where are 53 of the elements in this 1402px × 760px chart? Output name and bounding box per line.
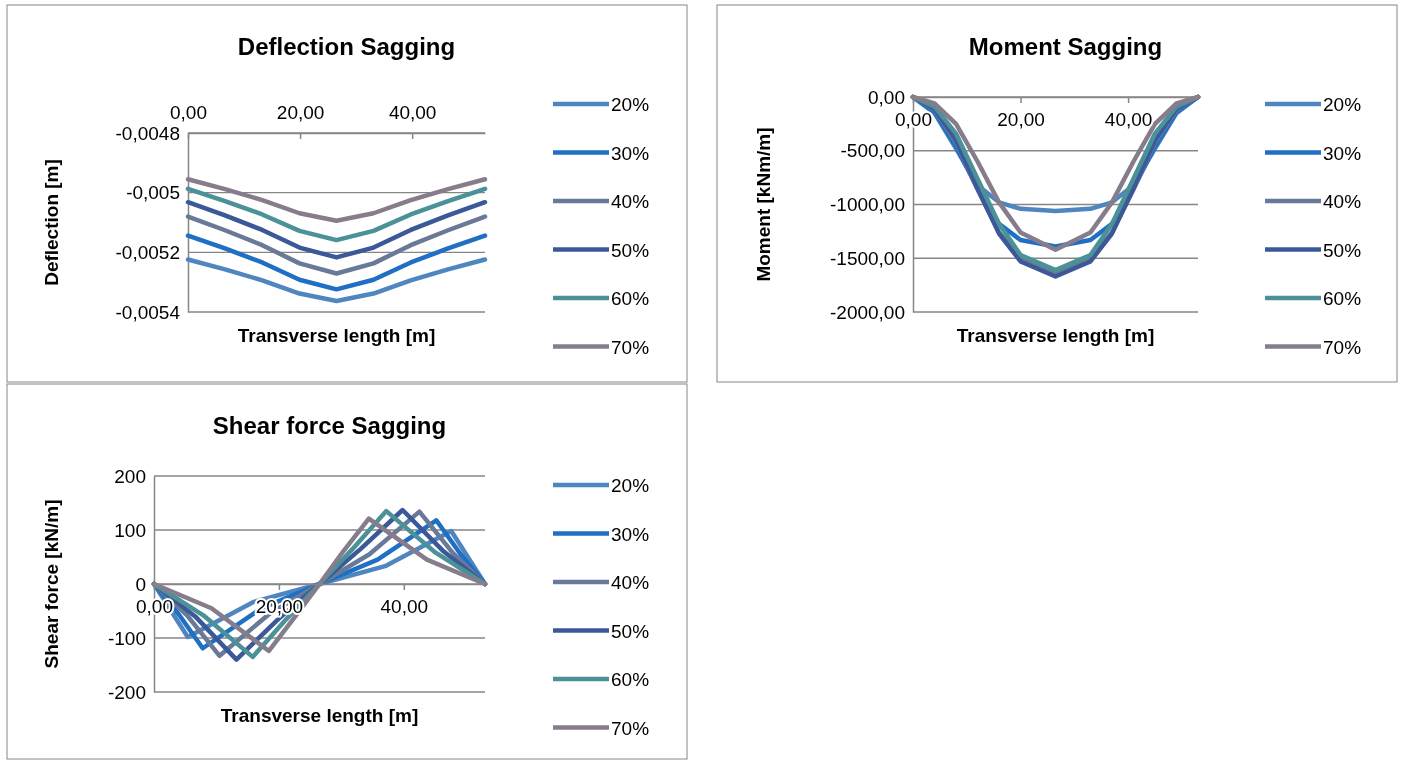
legend-label: 40% [1323,191,1362,212]
x-tick-label: 0,00 [895,109,932,131]
x-tick-label: 0,00 [170,102,207,123]
y-axis-title: Deflection [m] [41,159,62,286]
line-series [185,257,488,304]
chart-title: Shear force Sagging [212,412,447,439]
y-tick-label: -1000,00 [829,194,905,216]
legend-label: 60% [611,669,650,690]
legend-label: 60% [1323,288,1362,309]
legend-label: 30% [611,523,650,545]
y-tick-label: -0,0048 [115,122,180,144]
x-axis-title: Transverse length [m] [220,705,419,726]
legend-label: 30% [1323,142,1362,164]
y-tick-label: -0,0052 [115,241,180,263]
legend-label: 60% [611,288,650,309]
y-tick-label: 200 [114,465,146,487]
line-series [185,233,488,292]
y-axis-title: Moment [kNm/m] [753,127,774,282]
y-axis-title: Shear force [kN/m] [41,499,62,669]
x-tick-label: 40,00 [1104,109,1153,131]
legend-label: 50% [611,620,650,642]
y-tick-label: -200 [107,681,146,703]
line-series [185,199,488,260]
legend-label: 40% [611,572,650,593]
x-tick-label: 20,00 [276,102,325,123]
x-tick-label: 40,00 [380,596,429,618]
y-tick-label: 0 [135,573,146,595]
x-tick-label: 20,00 [997,109,1045,131]
y-tick-label: -500,00 [840,140,905,162]
legend-label: 50% [1323,239,1362,261]
legend-label: 20% [611,475,650,496]
y-tick-label: -1500,00 [829,247,905,269]
legend-label: 50% [611,239,650,261]
y-tick-label: 100 [114,519,146,541]
line-series [185,186,488,243]
y-tick-label: -100 [107,627,146,649]
x-axis-title: Transverse length [m] [956,325,1155,346]
legend-label: 40% [611,191,650,212]
legend-label: 70% [611,717,650,739]
legend-label: 30% [611,142,650,164]
line-series [185,214,488,276]
legend-label: 20% [611,94,650,115]
chart-title: Moment Sagging [968,33,1163,60]
y-tick-label: -0,0054 [115,301,181,323]
x-tick-label: 40,00 [388,102,437,123]
y-tick-label: -0,005 [126,182,180,204]
y-tick-label: 0,00 [868,86,905,108]
legend-label: 70% [611,336,650,358]
x-axis-title: Transverse length [m] [237,325,436,346]
legend-label: 70% [1323,336,1362,358]
legend-label: 20% [1323,94,1362,115]
y-tick-label: -2000,00 [829,301,905,323]
chart-title: Deflection Sagging [237,33,456,60]
